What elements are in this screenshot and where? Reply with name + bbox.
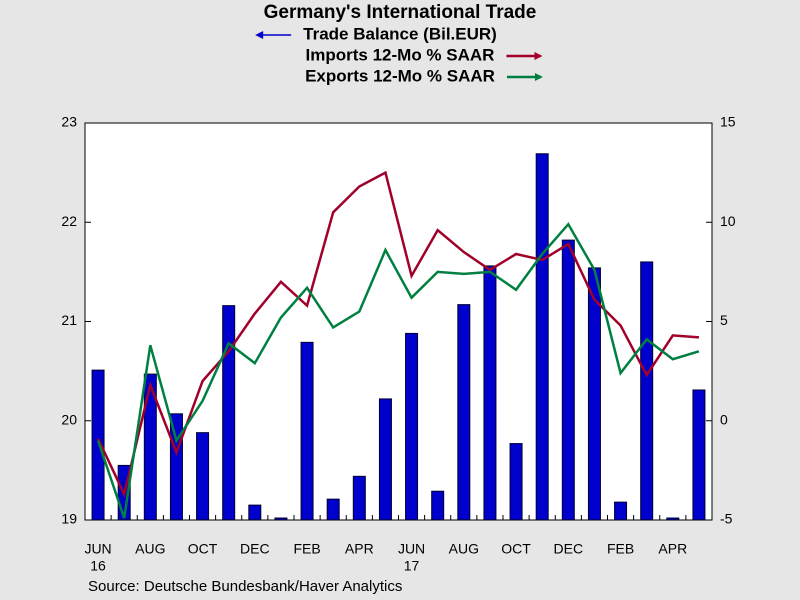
y-tick-label: 23	[61, 114, 77, 130]
line	[96, 170, 700, 498]
legend-arrowhead	[534, 52, 543, 60]
bar	[196, 432, 210, 521]
bar	[300, 341, 314, 521]
x-tick-label: JUN	[398, 541, 425, 557]
y2-tick-label: 0	[720, 411, 728, 427]
x-tick-label: FEB	[607, 541, 634, 557]
legend-arrowhead	[255, 31, 264, 39]
x-tick-label: APR	[345, 541, 374, 557]
x-tick-label: JUN	[84, 541, 111, 557]
x-tick-label: OCT	[188, 541, 218, 557]
bar	[457, 304, 471, 521]
bar	[692, 389, 706, 521]
x-tick-label: AUG	[135, 541, 165, 557]
x-tick-label: AUG	[449, 541, 479, 557]
legend-label: Trade Balance (Bil.EUR)	[303, 24, 497, 43]
bar	[405, 332, 419, 521]
y-tick-label: 21	[61, 312, 77, 328]
y2-tick-label: 15	[720, 114, 736, 130]
bar	[222, 305, 236, 521]
bar	[352, 475, 366, 521]
legend-arrowhead	[534, 73, 543, 81]
y2-tick-label: 5	[720, 312, 728, 328]
chart-title: Germany's International Trade	[264, 2, 537, 23]
bar	[248, 504, 262, 521]
bar	[614, 501, 628, 521]
x-tick-label: DEC	[554, 541, 584, 557]
bar	[535, 153, 549, 521]
y-tick-label: 20	[61, 411, 77, 427]
y-tick-label: 19	[61, 511, 77, 527]
y-tick-label: 22	[61, 213, 77, 229]
bar	[378, 398, 392, 521]
source: Source: Deutsche Bundesbank/Haver Analyt…	[88, 578, 402, 595]
legend-label: Exports 12-Mo % SAAR	[305, 66, 495, 85]
x-tick-label: APR	[658, 541, 687, 557]
legend-label: Imports 12-Mo % SAAR	[306, 45, 495, 64]
x-tick-label: DEC	[240, 541, 270, 557]
plot-border	[84, 122, 713, 521]
x-tick-label: FEB	[293, 541, 320, 557]
bar	[587, 267, 601, 521]
y2-tick-label: 10	[720, 213, 736, 229]
bar	[483, 265, 497, 521]
bar	[561, 239, 575, 521]
bar	[640, 261, 654, 521]
bar	[431, 490, 445, 521]
x-year-label: 17	[404, 558, 420, 574]
line	[96, 222, 700, 519]
y2-tick-label: -5	[720, 511, 733, 527]
x-year-label: 16	[90, 558, 106, 574]
bar	[509, 443, 523, 521]
x-tick-label: OCT	[501, 541, 531, 557]
bar	[326, 498, 340, 521]
